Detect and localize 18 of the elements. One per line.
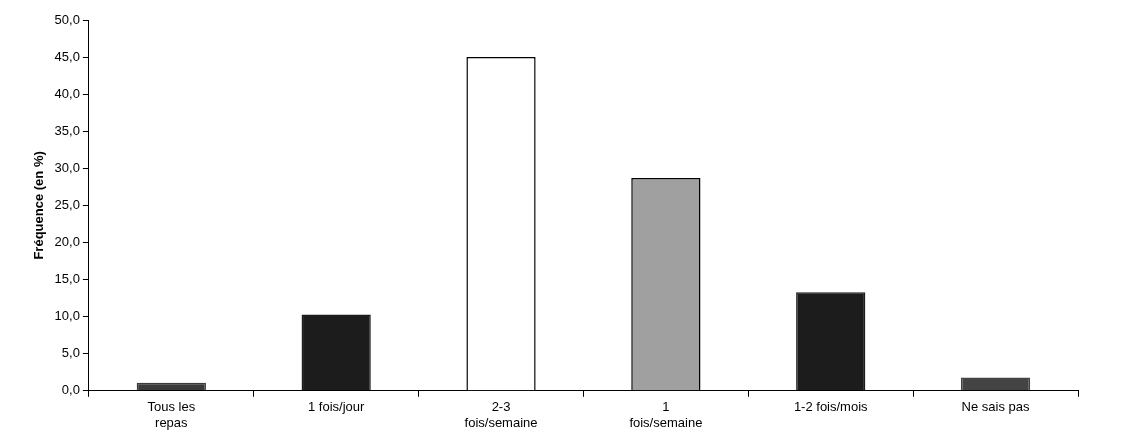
x-tick-label: 1-2 fois/mois bbox=[793, 399, 869, 415]
y-tick-label: 10,0 bbox=[54, 308, 80, 324]
x-tick-label: 1 fois/jour bbox=[307, 399, 366, 415]
y-axis-title: Fréquence (en %) bbox=[31, 151, 47, 260]
x-tick-label: Ne sais pas bbox=[961, 399, 1031, 415]
y-tick-label: 35,0 bbox=[54, 122, 80, 138]
y-tick-label: 20,0 bbox=[54, 234, 80, 250]
y-tick-label: 45,0 bbox=[54, 48, 80, 64]
y-tick-label: 30,0 bbox=[54, 159, 80, 175]
y-tick-label: 15,0 bbox=[54, 271, 80, 287]
y-tick-label: 40,0 bbox=[54, 85, 80, 101]
y-tick-label: 0,0 bbox=[61, 382, 80, 398]
y-tick-label: 50,0 bbox=[54, 11, 80, 27]
y-tick-label: 5,0 bbox=[61, 345, 80, 361]
x-tick-label: 1 fois/semaine bbox=[629, 399, 703, 430]
x-tick-label: Tous les repas bbox=[147, 399, 196, 430]
x-tick-label: 2-3 fois/semaine bbox=[464, 399, 538, 430]
y-tick-label: 25,0 bbox=[54, 196, 80, 212]
